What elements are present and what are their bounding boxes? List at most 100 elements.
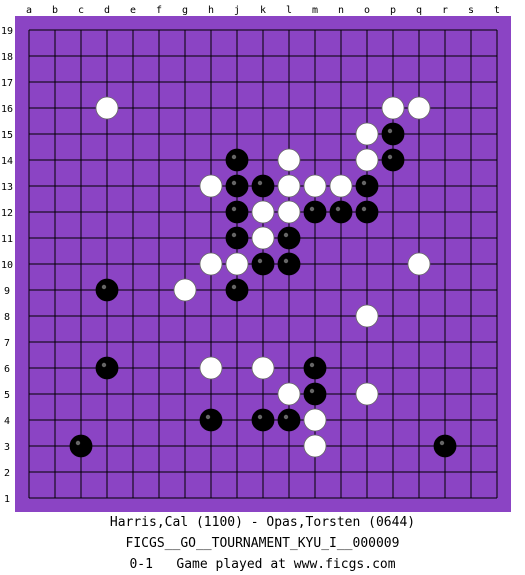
white-stone [355,148,379,172]
stone-highlight [309,206,315,212]
white-stone [173,278,197,302]
white-stone [251,200,275,224]
stone-highlight [309,362,315,368]
stone-highlight [231,206,237,212]
black-stone [381,148,405,172]
stone-highlight [101,284,107,290]
black-stone [303,200,327,224]
stone-highlight [439,440,445,446]
stone-highlight [309,388,315,394]
column-label: n [338,5,344,16]
row-label: 10 [1,260,13,271]
stone-highlight [205,414,211,420]
white-stone [199,356,223,380]
white-stone [329,174,353,198]
row-label: 14 [1,156,13,167]
column-label: m [312,5,318,16]
column-label: k [260,5,266,16]
white-stone [355,382,379,406]
stone-highlight [283,414,289,420]
white-stone [381,96,405,120]
white-stone [199,174,223,198]
row-label: 2 [4,468,10,479]
white-stone [355,304,379,328]
black-stone [433,434,457,458]
black-stone [225,200,249,224]
column-label: j [234,5,240,16]
black-stone [199,408,223,432]
black-stone [225,278,249,302]
column-label: e [130,5,136,16]
stone-highlight [231,232,237,238]
white-stone [303,408,327,432]
white-stone [251,356,275,380]
row-label: 19 [1,26,13,37]
column-label: h [208,5,214,16]
row-label: 12 [1,208,13,219]
stone-highlight [101,362,107,368]
row-label: 17 [1,78,13,89]
row-label: 7 [4,338,10,349]
white-stone [407,96,431,120]
black-stone [251,174,275,198]
result-line: 0-1 Game played at www.ficgs.com [129,557,396,572]
white-stone [277,174,301,198]
event-line: FICGS__GO__TOURNAMENT_KYU_I__000009 [125,536,400,551]
stone-highlight [283,258,289,264]
white-stone [199,252,223,276]
column-label: q [416,5,422,16]
column-label: t [494,5,500,16]
stone-highlight [75,440,81,446]
column-label: a [26,5,32,16]
stone-highlight [231,180,237,186]
white-stone [277,148,301,172]
black-stone [251,408,275,432]
black-stone [355,200,379,224]
black-stone [225,148,249,172]
players-line: Harris,Cal (1100) - Opas,Torsten (0644) [109,515,416,530]
stone-highlight [283,232,289,238]
black-stone [277,252,301,276]
row-label: 11 [1,234,13,245]
black-stone [277,226,301,250]
column-label: c [78,5,84,16]
black-stone [69,434,93,458]
stone-highlight [257,258,263,264]
row-label: 16 [1,104,13,115]
column-label: g [182,5,188,16]
row-label: 1 [4,494,10,505]
row-label: 5 [4,390,10,401]
black-stone [277,408,301,432]
white-stone [277,200,301,224]
column-label: l [286,5,292,16]
stone-highlight [387,154,393,160]
stone-highlight [257,414,263,420]
black-stone [303,356,327,380]
row-label: 9 [4,286,10,297]
stone-highlight [231,284,237,290]
stone-highlight [231,154,237,160]
column-label: s [468,5,474,16]
black-stone [225,174,249,198]
column-label: d [104,5,110,16]
white-stone [251,226,275,250]
row-label: 13 [1,182,13,193]
column-label: o [364,5,370,16]
white-stone [303,174,327,198]
column-label: r [442,5,448,16]
white-stone [95,96,119,120]
white-stone [355,122,379,146]
black-stone [251,252,275,276]
row-label: 8 [4,312,10,323]
black-stone [95,356,119,380]
black-stone [95,278,119,302]
row-label: 4 [4,416,10,427]
column-label: b [52,5,58,16]
row-label: 3 [4,442,10,453]
row-label: 15 [1,130,13,141]
column-label: f [156,5,162,16]
black-stone [329,200,353,224]
